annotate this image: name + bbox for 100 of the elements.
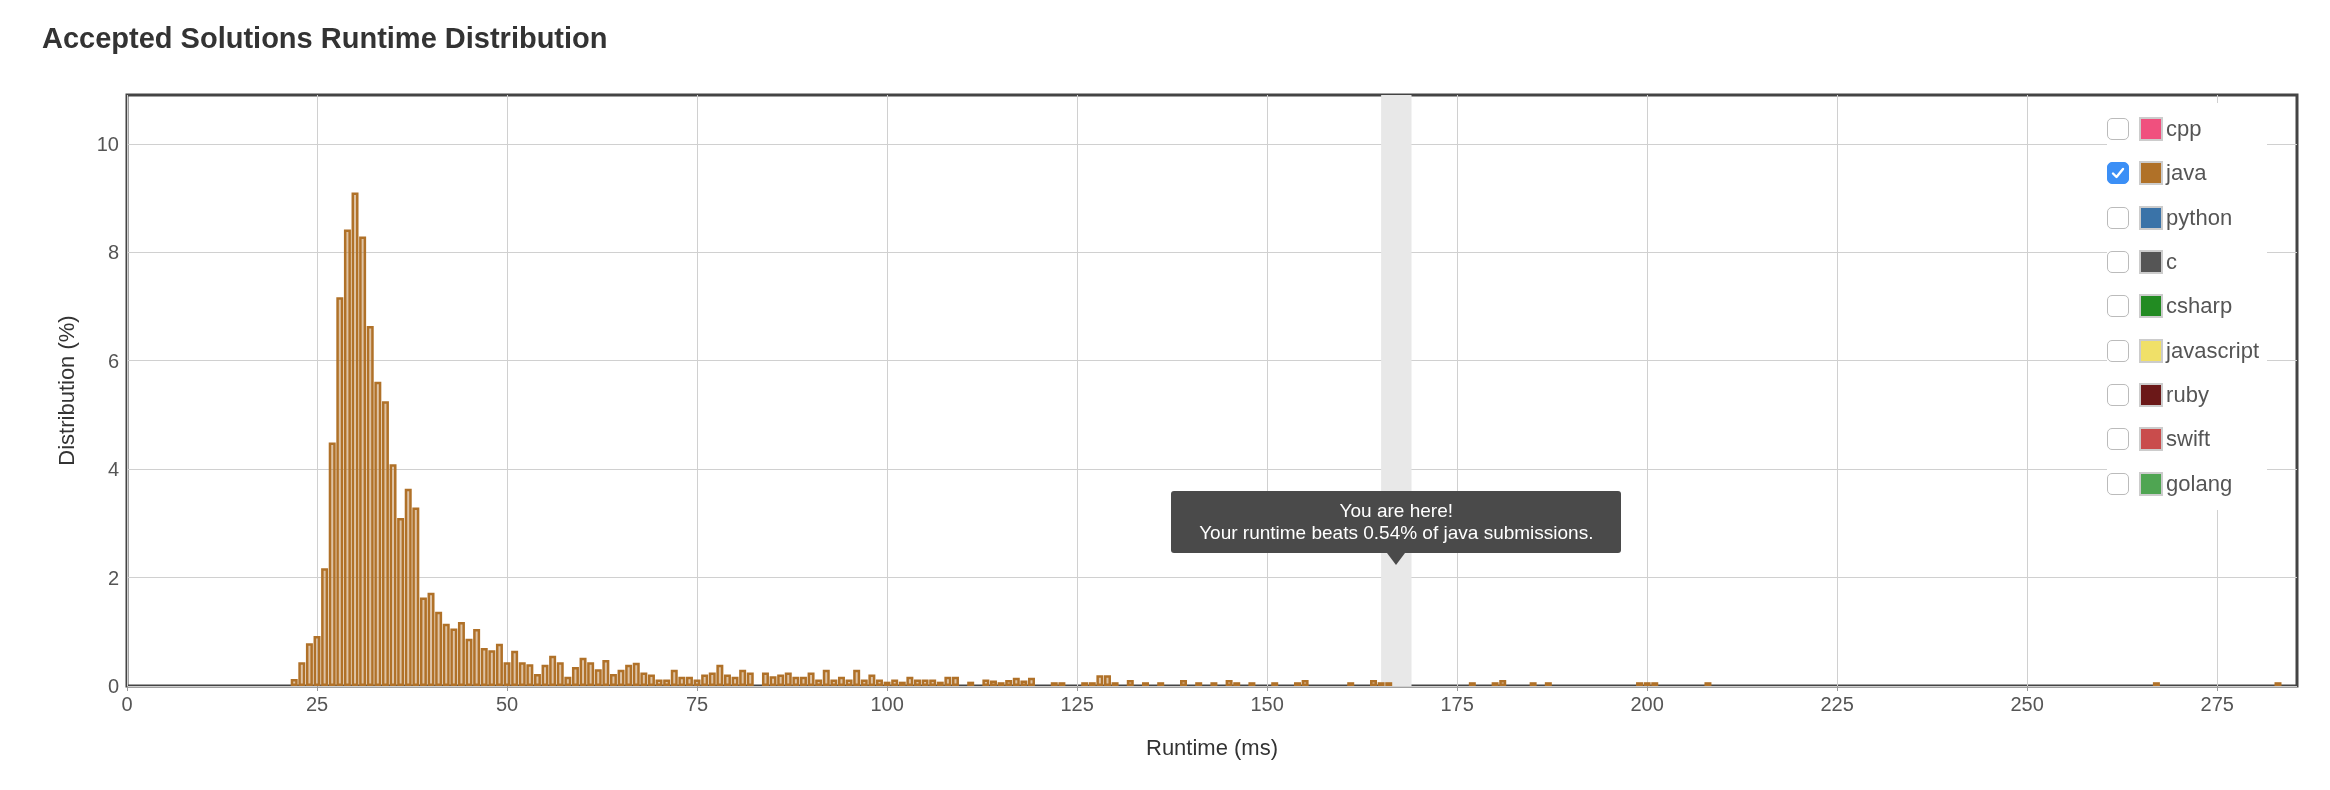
- bar: [708, 672, 716, 686]
- bar: [761, 672, 769, 686]
- y-tick-label: 2: [107, 566, 119, 589]
- bar: [951, 676, 959, 686]
- bar: [875, 679, 883, 686]
- bar: [815, 679, 823, 686]
- x-tick-label: 125: [1060, 693, 1094, 715]
- bar: [746, 672, 754, 686]
- bar: [716, 664, 724, 686]
- legend-label: c: [2166, 249, 2178, 276]
- bar: [845, 679, 853, 686]
- legend-label: csharp: [2166, 293, 2233, 320]
- bar: [807, 672, 815, 686]
- bar: [435, 611, 443, 686]
- bar: [617, 669, 625, 686]
- bar: [511, 650, 519, 686]
- bar: [830, 679, 838, 686]
- x-tick-label: 150: [1250, 693, 1284, 715]
- x-tick-label: 250: [2010, 693, 2044, 715]
- y-axis-title: Distribution (%): [53, 315, 79, 466]
- chart-title: Accepted Solutions Runtime Distribution: [42, 22, 608, 55]
- bar: [571, 667, 579, 686]
- bar: [488, 650, 496, 686]
- bar: [1012, 677, 1020, 686]
- bar: [594, 669, 602, 686]
- legend-label: ruby: [2166, 381, 2209, 408]
- bar: [944, 676, 952, 686]
- bar: [1126, 680, 1134, 686]
- bar: [442, 623, 450, 686]
- y-tick-label: 0: [107, 675, 119, 697]
- bar: [731, 676, 739, 686]
- y-tick-label: 10: [96, 132, 119, 155]
- bar: [1370, 680, 1378, 686]
- bar: [929, 679, 937, 686]
- legend-label: java: [2166, 160, 2207, 187]
- bar: [374, 381, 382, 686]
- bar: [419, 597, 427, 686]
- x-tick-label: 275: [2200, 693, 2234, 715]
- bar: [723, 674, 731, 686]
- bar: [533, 674, 541, 686]
- bar: [632, 662, 640, 686]
- x-tick-label: 200: [1630, 693, 1664, 715]
- bar: [640, 672, 648, 686]
- bar: [1027, 677, 1035, 686]
- bar: [321, 568, 329, 686]
- bar: [579, 657, 587, 686]
- bar: [518, 662, 526, 686]
- x-tick-label: 50: [495, 693, 519, 715]
- legend-label: javascript: [2166, 337, 2259, 364]
- x-tick-label: 175: [1440, 693, 1474, 715]
- bar: [556, 662, 564, 686]
- bar: [366, 325, 374, 686]
- bar: [1225, 680, 1233, 686]
- bar: [625, 664, 633, 686]
- bar: [1020, 680, 1028, 686]
- y-tick-label: 6: [107, 349, 119, 372]
- bar: [587, 662, 595, 686]
- bar: [359, 236, 367, 686]
- bar: [822, 669, 830, 686]
- x-axis-title: Runtime (ms): [1145, 734, 1279, 760]
- bar: [701, 674, 709, 686]
- bar: [891, 679, 899, 686]
- bar: [328, 442, 336, 686]
- bar: [290, 678, 298, 686]
- x-tick-label: 225: [1820, 693, 1854, 715]
- bar: [663, 679, 671, 686]
- bar: [868, 674, 876, 686]
- bar: [305, 643, 313, 686]
- x-tick-label: 75: [685, 693, 709, 715]
- bar: [670, 669, 678, 686]
- bar: [792, 676, 800, 686]
- x-tick-label: 0: [121, 693, 133, 715]
- bar: [913, 679, 921, 686]
- bar: [564, 676, 572, 686]
- bar: [473, 629, 481, 686]
- bar: [412, 507, 420, 686]
- bar: [982, 679, 990, 686]
- bar: [549, 655, 557, 686]
- bar: [397, 517, 405, 686]
- x-tick-label: 100: [870, 693, 904, 715]
- bar: [343, 229, 351, 686]
- bar: [480, 648, 488, 686]
- bar: [389, 464, 397, 686]
- bar: [541, 664, 549, 686]
- bar: [313, 636, 321, 686]
- bar: [427, 592, 435, 686]
- bar: [465, 638, 473, 686]
- annotation: You are here! Your runtime beats 0.54% of java submissions.: [1171, 491, 1622, 553]
- bar: [784, 672, 792, 686]
- bar: [1103, 675, 1111, 686]
- y-tick-label: 4: [107, 458, 119, 481]
- bar: [495, 643, 503, 686]
- legend-label: cpp: [2166, 116, 2202, 143]
- legend-label: golang: [2166, 470, 2233, 497]
- bar: [457, 622, 465, 686]
- bar: [921, 679, 929, 686]
- bar: [647, 674, 655, 686]
- bar: [404, 488, 412, 686]
- bar: [336, 297, 344, 686]
- bar: [609, 674, 617, 686]
